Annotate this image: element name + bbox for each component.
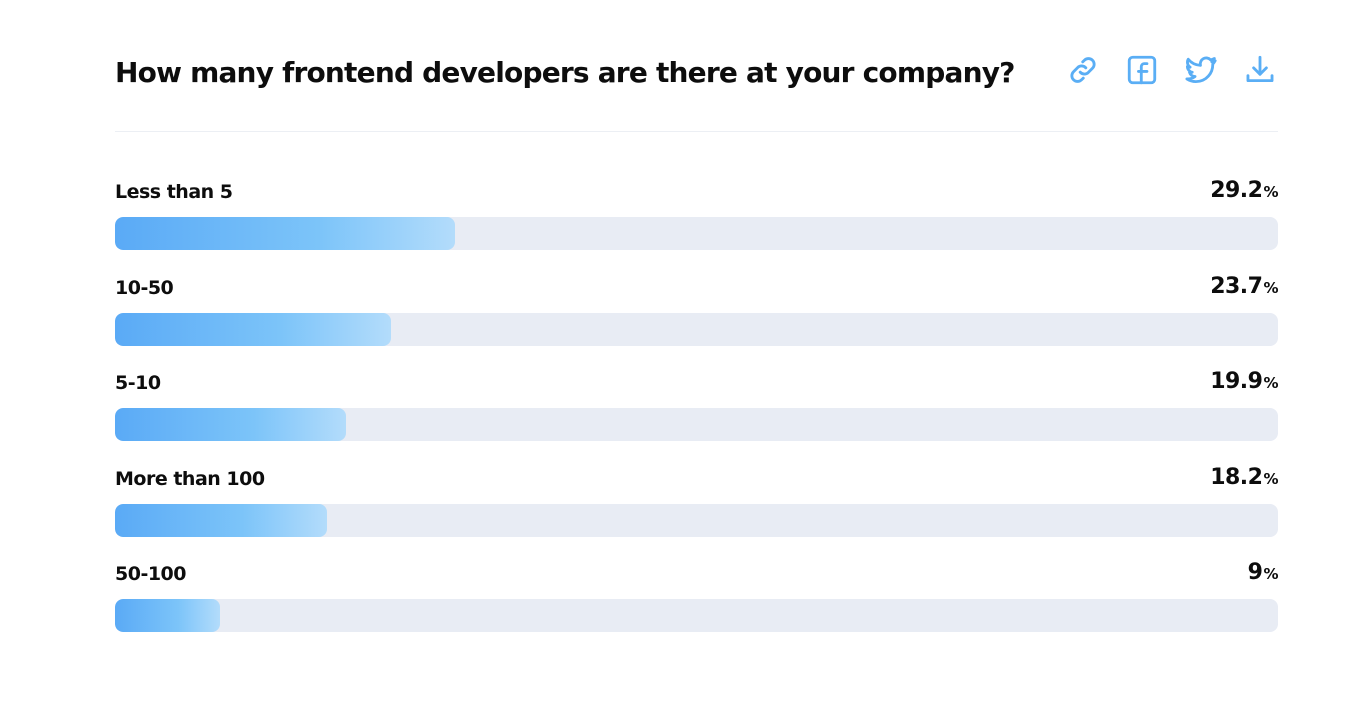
bar-track <box>115 599 1278 632</box>
bar-track <box>115 217 1278 250</box>
survey-card: How many frontend developers are there a… <box>115 0 1278 706</box>
value-unit: % <box>1263 183 1278 201</box>
value-number: 23.7 <box>1210 273 1263 299</box>
value-label: 23.7% <box>1210 274 1278 299</box>
link-icon[interactable] <box>1065 52 1101 88</box>
value-number: 18.2 <box>1210 464 1263 490</box>
value-label: 9% <box>1247 560 1279 585</box>
bar-track <box>115 408 1278 441</box>
category-label: 50-100 <box>115 563 187 585</box>
value-label: 18.2% <box>1210 465 1278 490</box>
bar-fill <box>115 312 391 346</box>
value-number: 29.2 <box>1210 178 1263 203</box>
value-unit: % <box>1263 469 1278 488</box>
bar-row: Less than 5 29.2% <box>115 176 1278 272</box>
chart-title: How many frontend developers are there a… <box>115 56 1015 89</box>
bar-row: More than 100 18.2% <box>115 463 1278 559</box>
value-unit: % <box>1263 374 1278 392</box>
header-divider <box>115 131 1278 132</box>
bar-track <box>115 503 1278 537</box>
value-unit: % <box>1263 565 1278 583</box>
share-actions <box>1065 52 1278 88</box>
bar-fill <box>115 217 455 250</box>
category-label: 5-10 <box>115 372 161 394</box>
bar-chart: Less than 5 29.2% 10-50 23.7% 5-10 19.9% More … <box>115 176 1278 654</box>
bar-fill <box>115 599 220 632</box>
category-label: 10-50 <box>115 276 174 299</box>
bar-row: 10-50 23.7% <box>115 272 1278 368</box>
value-unit: % <box>1263 278 1278 297</box>
bar-track <box>115 312 1278 346</box>
value-label: 29.2% <box>1210 178 1278 203</box>
bar-fill <box>115 408 346 441</box>
value-number: 19.9 <box>1210 369 1263 394</box>
bar-fill <box>115 503 327 537</box>
chart-header: How many frontend developers are there a… <box>115 52 1278 96</box>
download-icon[interactable] <box>1242 52 1278 88</box>
value-label: 19.9% <box>1210 369 1278 394</box>
bar-row: 50-100 9% <box>115 558 1278 654</box>
twitter-icon[interactable] <box>1183 52 1219 88</box>
bar-row: 5-10 19.9% <box>115 367 1278 463</box>
facebook-icon[interactable] <box>1124 52 1160 88</box>
value-number: 9 <box>1247 560 1263 585</box>
category-label: More than 100 <box>115 467 265 490</box>
category-label: Less than 5 <box>115 181 233 203</box>
